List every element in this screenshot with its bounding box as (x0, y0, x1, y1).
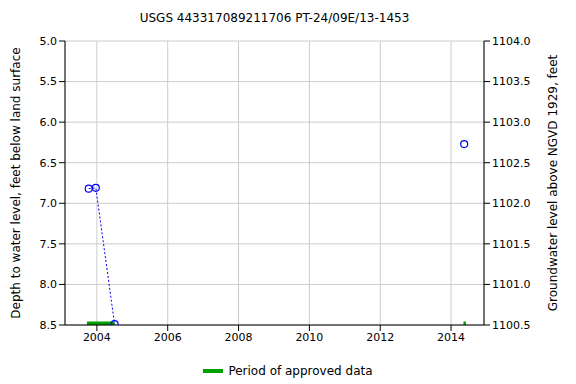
svg-text:6.5: 6.5 (40, 157, 58, 170)
svg-text:1103.5: 1103.5 (492, 75, 531, 88)
svg-text:5.0: 5.0 (40, 35, 58, 48)
svg-text:1101.0: 1101.0 (492, 278, 531, 291)
svg-text:1100.5: 1100.5 (492, 319, 531, 332)
svg-text:2008: 2008 (225, 331, 253, 344)
html-text:Groundwater level above NGVD 1: Groundwater level above NGVD 1929, feet (546, 54, 560, 312)
svg-text:1104.0: 1104.0 (492, 35, 531, 48)
svg-text:6.0: 6.0 (40, 116, 58, 129)
svg-text:2012: 2012 (366, 331, 394, 344)
svg-text:2014: 2014 (437, 331, 465, 344)
svg-text:1102.5: 1102.5 (492, 157, 531, 170)
svg-text:1101.5: 1101.5 (492, 238, 531, 251)
svg-text:1102.0: 1102.0 (492, 197, 531, 210)
svg-text:8.5: 8.5 (40, 319, 58, 332)
svg-text:7.0: 7.0 (40, 197, 58, 210)
svg-text:1103.0: 1103.0 (492, 116, 531, 129)
html-text:USGS 443317089211706 PT-24/09E: USGS 443317089211706 PT-24/09E/13-1453 (139, 11, 410, 25)
svg-text:7.5: 7.5 (40, 238, 58, 251)
html-text:Depth to water level, feet bel: Depth to water level, feet below land su… (9, 47, 23, 319)
svg-text:8.0: 8.0 (40, 278, 58, 291)
svg-text:2004: 2004 (83, 331, 111, 344)
svg-text:2010: 2010 (295, 331, 323, 344)
svg-text:5.5: 5.5 (40, 75, 58, 88)
html-text:Period of approved data: Period of approved data (228, 364, 373, 378)
svg-text:2006: 2006 (154, 331, 182, 344)
